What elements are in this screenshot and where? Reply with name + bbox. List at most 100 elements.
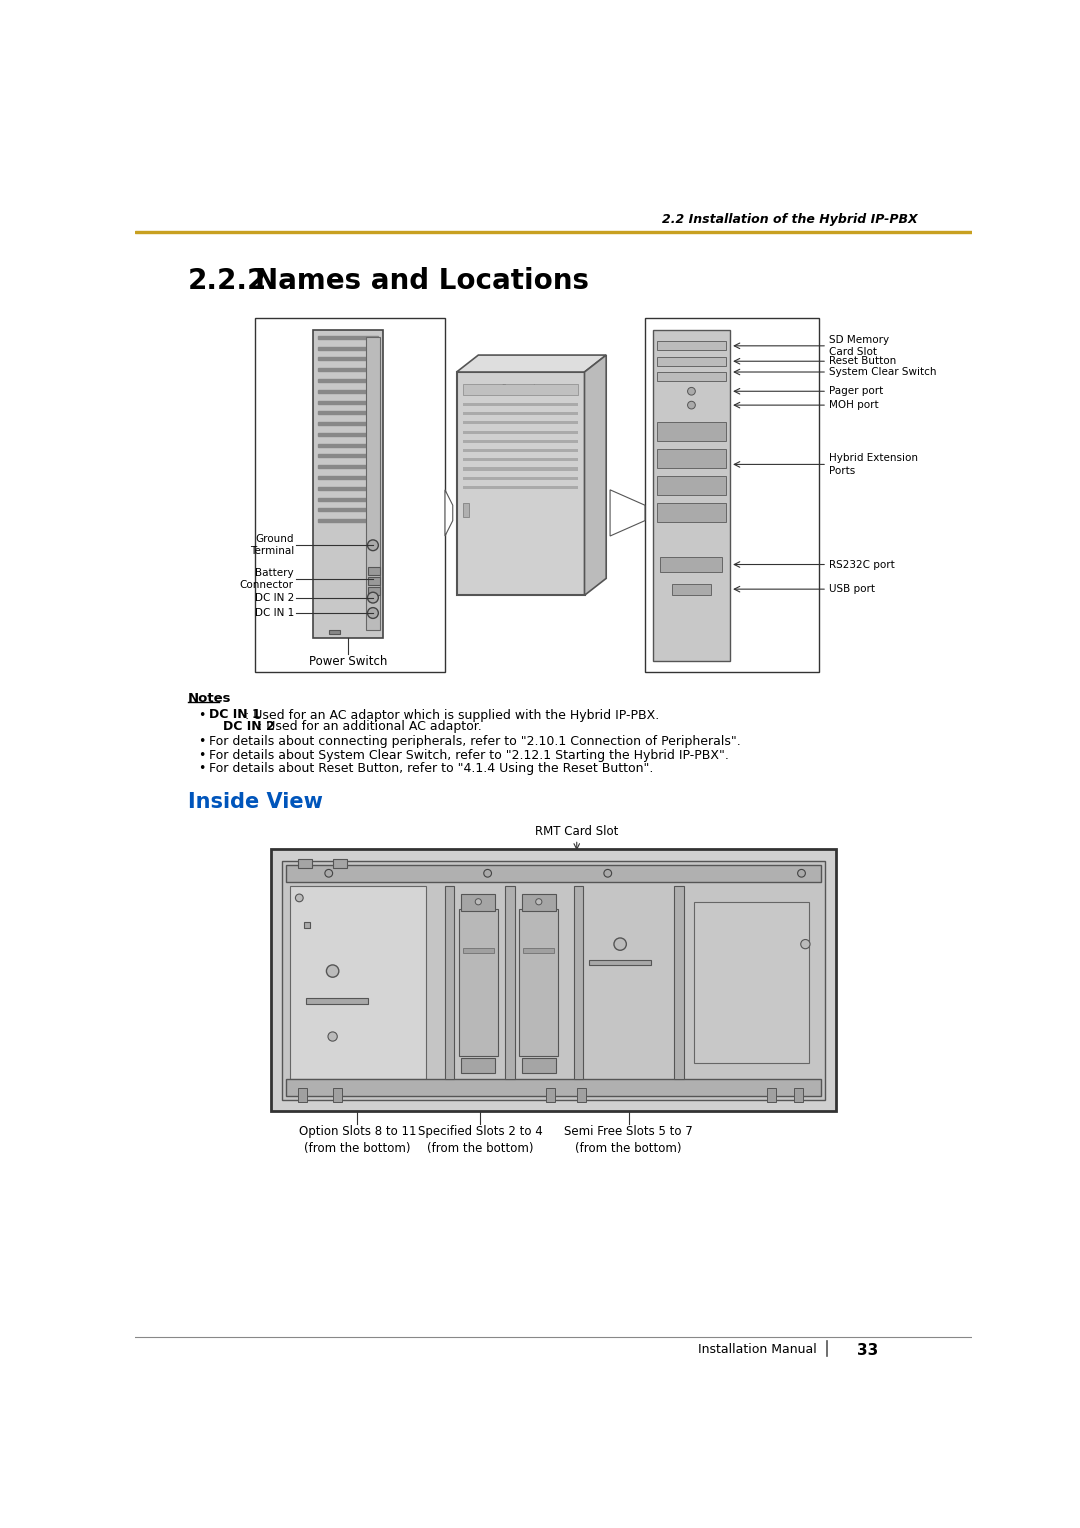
- Text: Battery
Connector: Battery Connector: [240, 568, 294, 590]
- Bar: [522, 894, 556, 911]
- Text: : Used for an additional AC adaptor.: : Used for an additional AC adaptor.: [258, 720, 482, 733]
- Bar: [318, 454, 378, 457]
- Bar: [286, 865, 821, 882]
- Bar: [282, 860, 825, 1100]
- Bar: [318, 400, 378, 403]
- Bar: [298, 859, 312, 868]
- Bar: [672, 584, 711, 596]
- Text: : Used for an AC adaptor which is supplied with the Hybrid IP-PBX.: : Used for an AC adaptor which is suppli…: [245, 709, 659, 721]
- Bar: [657, 371, 727, 382]
- Bar: [291, 886, 426, 1079]
- Bar: [524, 947, 554, 952]
- Bar: [367, 567, 380, 575]
- Circle shape: [613, 938, 626, 950]
- Bar: [505, 886, 515, 1079]
- Text: Inside View: Inside View: [188, 792, 323, 811]
- Text: 33: 33: [856, 1343, 878, 1358]
- Bar: [661, 556, 723, 571]
- Bar: [657, 341, 727, 350]
- Text: Ground
Terminal: Ground Terminal: [249, 535, 294, 556]
- Polygon shape: [584, 354, 606, 596]
- Bar: [459, 909, 498, 1056]
- Text: For details about connecting peripherals, refer to "2.10.1 Connection of Periphe: For details about connecting peripherals…: [210, 735, 741, 747]
- Text: Reset Button: Reset Button: [828, 356, 896, 367]
- Bar: [318, 465, 378, 468]
- Bar: [463, 403, 578, 406]
- Text: Names and Locations: Names and Locations: [255, 266, 589, 295]
- Bar: [367, 578, 380, 585]
- Bar: [461, 1057, 496, 1073]
- Bar: [318, 347, 378, 350]
- Bar: [767, 1088, 775, 1102]
- Circle shape: [328, 1031, 337, 1041]
- Text: •: •: [199, 749, 206, 761]
- Text: Semi Free Slots 5 to 7
(from the bottom): Semi Free Slots 5 to 7 (from the bottom): [564, 1125, 693, 1155]
- Text: •: •: [199, 762, 206, 775]
- Bar: [657, 356, 727, 365]
- Text: System Clear Switch: System Clear Switch: [828, 367, 936, 377]
- Text: RMT Card Slot: RMT Card Slot: [535, 825, 619, 837]
- Bar: [794, 1088, 804, 1102]
- Bar: [328, 630, 340, 634]
- Bar: [366, 338, 380, 630]
- Bar: [463, 449, 578, 452]
- Text: DC IN 2: DC IN 2: [222, 720, 274, 733]
- Bar: [318, 487, 378, 490]
- Bar: [657, 475, 727, 495]
- Bar: [286, 1079, 821, 1096]
- Bar: [318, 443, 378, 446]
- Text: 2.2 Installation of the Hybrid IP-PBX: 2.2 Installation of the Hybrid IP-PBX: [662, 212, 918, 226]
- Text: Notes: Notes: [188, 692, 231, 704]
- Bar: [463, 486, 578, 489]
- Bar: [333, 859, 347, 868]
- Bar: [445, 886, 455, 1079]
- Bar: [318, 422, 378, 425]
- Text: Specified Slots 2 to 4
(from the bottom): Specified Slots 2 to 4 (from the bottom): [418, 1125, 542, 1155]
- Bar: [306, 998, 367, 1004]
- Circle shape: [798, 869, 806, 877]
- Bar: [463, 431, 578, 434]
- Bar: [313, 330, 383, 637]
- Text: Hybrid Extension
Ports: Hybrid Extension Ports: [828, 454, 918, 475]
- Text: Option Slots 8 to 11
(from the bottom): Option Slots 8 to 11 (from the bottom): [299, 1125, 416, 1155]
- Bar: [255, 318, 445, 672]
- Bar: [645, 318, 820, 672]
- Text: MOH port: MOH port: [828, 400, 878, 410]
- Circle shape: [296, 894, 303, 902]
- Text: •: •: [199, 735, 206, 747]
- Text: Pager port: Pager port: [828, 387, 882, 396]
- Bar: [463, 947, 494, 952]
- Circle shape: [367, 593, 378, 604]
- Circle shape: [367, 539, 378, 550]
- Text: Panasonic: Panasonic: [501, 385, 539, 393]
- Circle shape: [688, 402, 696, 410]
- Text: Power Switch: Power Switch: [309, 656, 388, 668]
- Bar: [135, 231, 972, 234]
- Text: DC IN 1: DC IN 1: [255, 608, 294, 617]
- Bar: [463, 413, 578, 416]
- Bar: [463, 440, 578, 443]
- Circle shape: [475, 898, 482, 905]
- Polygon shape: [457, 354, 606, 371]
- Polygon shape: [445, 490, 453, 536]
- Bar: [463, 384, 578, 396]
- Circle shape: [326, 964, 339, 978]
- Bar: [463, 468, 578, 471]
- Bar: [318, 509, 378, 512]
- Bar: [577, 1088, 586, 1102]
- Bar: [318, 411, 378, 414]
- Bar: [463, 503, 469, 516]
- Text: USB port: USB port: [828, 584, 875, 594]
- Bar: [519, 909, 558, 1056]
- Circle shape: [367, 608, 378, 619]
- Bar: [318, 475, 378, 480]
- Circle shape: [325, 869, 333, 877]
- Circle shape: [800, 940, 810, 949]
- Text: For details about System Clear Switch, refer to "2.12.1 Starting the Hybrid IP-P: For details about System Clear Switch, r…: [210, 749, 729, 761]
- Bar: [461, 894, 496, 911]
- Text: 2.2.2: 2.2.2: [188, 266, 267, 295]
- Bar: [657, 449, 727, 468]
- Bar: [318, 336, 378, 339]
- Bar: [657, 422, 727, 442]
- Bar: [318, 368, 378, 371]
